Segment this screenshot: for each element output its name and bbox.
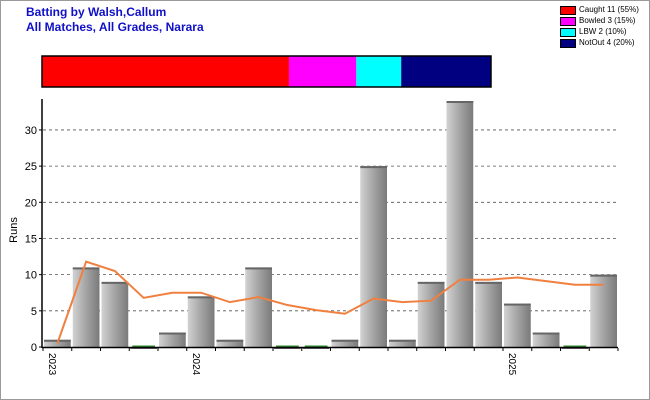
average-line-path: [56, 260, 604, 344]
dismissal-segment-0: [42, 56, 289, 87]
bar-17: [532, 332, 560, 347]
bar-16: [504, 303, 531, 347]
dismissal-segment-2: [356, 56, 402, 87]
y-tick-label-10: 10: [25, 270, 37, 282]
legend-label-caught: Caught 11 (55%): [579, 5, 639, 14]
dismissal-segment-3: [401, 56, 491, 87]
legend-label-lbw: LBW 2 (10%): [579, 27, 627, 36]
legend-label-notout: NotOut 4 (20%): [579, 38, 635, 47]
bar-11: [360, 166, 387, 347]
y-axis-label: Runs: [8, 217, 20, 243]
bar-top-16: [504, 303, 531, 306]
y-tick-label-0: 0: [31, 342, 37, 354]
y-tick-label-20: 20: [25, 197, 37, 209]
bar-zero-3: [132, 345, 155, 347]
bar-zero-9: [304, 345, 328, 347]
bar-5: [187, 296, 215, 347]
average-line: [56, 260, 604, 344]
bar-6: [216, 339, 244, 347]
bar-top-5: [187, 296, 215, 299]
legend-label-bowled: Bowled 3 (15%): [579, 16, 636, 25]
y-ticks: 0 5 10 15 20 25 30: [25, 125, 42, 354]
bar-top-12: [389, 339, 416, 342]
y-tick-label-15: 15: [25, 233, 37, 245]
bar-top-11: [360, 166, 387, 169]
bar-14: [446, 101, 474, 347]
legend-swatch-lbw: [560, 28, 576, 37]
dismissal-segment-1: [288, 56, 357, 87]
y-tick-label-25: 25: [25, 161, 37, 173]
x-tick-label-2025: 2025: [506, 353, 517, 376]
dismissal-bar: [41, 55, 492, 88]
legend-swatch-notout: [560, 39, 576, 48]
bar-7: [245, 267, 272, 347]
bar-zero-18: [563, 345, 587, 347]
legend-swatch-caught: [560, 6, 576, 15]
bar-top-14: [446, 101, 474, 103]
bar-zero-8: [276, 345, 299, 347]
chart-title: Batting by Walsh,Callum: [26, 5, 167, 19]
bar-1: [72, 267, 100, 347]
bar-top-7: [245, 267, 272, 270]
dismissal-bar-border: [41, 55, 492, 88]
bar-15: [475, 281, 502, 347]
bar-top-6: [216, 339, 244, 342]
x-ticks: 2023 2024 2025: [42, 348, 619, 376]
legend-swatch-bowled: [560, 17, 576, 26]
bar-top-4: [159, 332, 186, 335]
bar-top-17: [532, 332, 560, 335]
bar-12: [389, 339, 416, 347]
bar-top-13: [417, 281, 445, 284]
bar-top-15: [475, 281, 502, 284]
bar-10: [331, 339, 359, 347]
bar-19: [590, 274, 617, 347]
y-tick-label-5: 5: [31, 306, 37, 318]
bar-top-1: [72, 267, 100, 270]
bar-top-10: [331, 339, 359, 342]
bar-4: [159, 332, 186, 347]
bar-2: [101, 281, 129, 347]
bar-series: [44, 101, 617, 349]
y-tick-label-30: 30: [25, 125, 37, 137]
x-tick-label-2023: 2023: [46, 353, 57, 376]
bar-13: [417, 281, 445, 347]
bar-top-2: [101, 281, 129, 284]
x-tick-label-2024: 2024: [190, 353, 201, 376]
bar-top-19: [590, 274, 617, 277]
axes: [41, 99, 618, 349]
chart-subtitle: All Matches, All Grades, Narara: [26, 20, 204, 34]
